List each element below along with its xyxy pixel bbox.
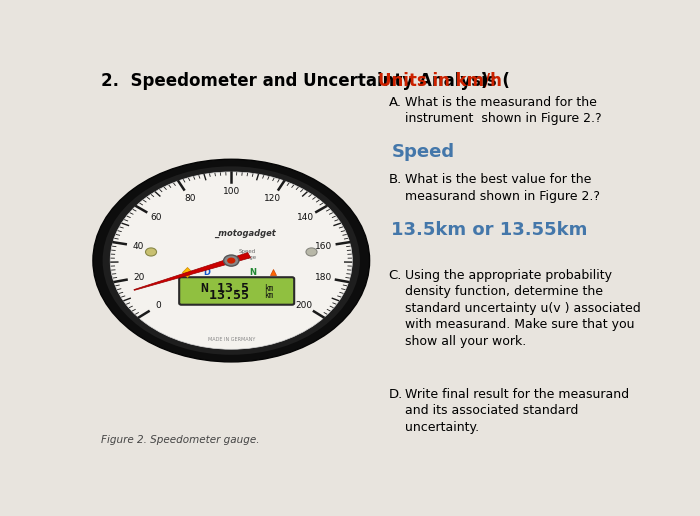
Text: Speed: Speed <box>391 143 454 162</box>
Text: A.: A. <box>389 95 402 109</box>
Text: N 13.5: N 13.5 <box>202 282 249 295</box>
FancyBboxPatch shape <box>179 277 294 305</box>
Circle shape <box>224 255 239 266</box>
Circle shape <box>146 248 157 256</box>
Text: Speed
Gauge: Speed Gauge <box>239 249 257 260</box>
Text: D.: D. <box>389 388 402 401</box>
Text: km: km <box>265 292 274 300</box>
Text: D: D <box>204 268 211 277</box>
Text: What is the measurand for the
instrument  shown in Figure 2.?: What is the measurand for the instrument… <box>405 95 601 125</box>
Text: 100: 100 <box>223 187 240 196</box>
Text: km: km <box>265 284 274 293</box>
Circle shape <box>110 172 352 349</box>
Text: Figure 2. Speedometer gauge.: Figure 2. Speedometer gauge. <box>101 434 260 445</box>
Text: 120: 120 <box>264 194 281 203</box>
Text: 140: 140 <box>298 213 314 222</box>
Text: MADE IN GERMANY: MADE IN GERMANY <box>208 337 255 342</box>
Text: Write final result for the measurand
and its associated standard
uncertainty.: Write final result for the measurand and… <box>405 388 629 434</box>
Text: 13.55: 13.55 <box>202 289 249 302</box>
Circle shape <box>103 166 360 355</box>
Text: C.: C. <box>389 268 402 282</box>
Text: 20: 20 <box>134 273 145 282</box>
Text: 160: 160 <box>315 241 332 251</box>
Text: 13.5km or 13.55km: 13.5km or 13.55km <box>391 221 588 239</box>
Text: 2.  Speedometer and Uncertainty Analysis (: 2. Speedometer and Uncertainty Analysis … <box>101 72 510 90</box>
Circle shape <box>227 257 235 264</box>
Text: N: N <box>249 268 256 277</box>
Text: Units in km/h: Units in km/h <box>378 72 502 90</box>
Polygon shape <box>134 253 251 291</box>
Text: 0: 0 <box>156 301 162 310</box>
Text: ): ) <box>481 72 489 90</box>
Text: Using the appropriate probability
density function, determine the
standard uncer: Using the appropriate probability densit… <box>405 268 640 348</box>
Circle shape <box>93 159 370 362</box>
Text: 200: 200 <box>295 301 312 310</box>
Text: What is the best value for the
measurand shown in Figure 2.?: What is the best value for the measurand… <box>405 173 600 203</box>
Circle shape <box>306 248 317 256</box>
Text: _motogadget: _motogadget <box>214 229 276 238</box>
Text: 60: 60 <box>150 213 162 222</box>
Text: 40: 40 <box>133 241 144 251</box>
Text: B.: B. <box>389 173 402 186</box>
Text: 180: 180 <box>314 273 332 282</box>
Text: 80: 80 <box>184 194 195 203</box>
